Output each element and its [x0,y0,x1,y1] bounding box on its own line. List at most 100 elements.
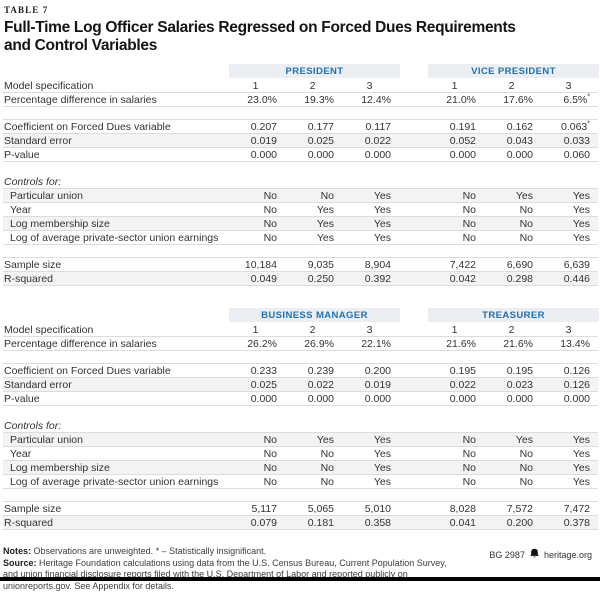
row-spacer [3,107,598,119]
row-spacer [3,351,598,363]
table-cell: No [462,217,476,230]
group-header-left: PRESIDENT [229,64,400,78]
table-row: Percentage difference in salaries 23.0% 19… [3,92,598,107]
table-cell: 0.052 [449,134,476,147]
table-cell: Yes [572,475,590,488]
table-cell: 17.6% [503,93,533,106]
row-label: Log of average private-sector union earn… [10,475,219,488]
significance-asterisk: * [587,93,590,100]
table-cell: 0.060 [563,148,590,161]
row-label: Coefficient on Forced Dues variable [4,120,171,133]
table-cell: 1 [252,323,259,336]
table-cell: Yes [373,231,391,244]
table-row: Year No No Yes No No Yes [3,446,598,460]
table-cell: No [462,475,476,488]
table-cell: Yes [515,189,533,202]
table-cell: 6.5%* [563,93,590,106]
table-cell: No [519,447,533,460]
row-label: Particular union [10,189,83,202]
table-cell: Yes [373,475,391,488]
table-cell: 3 [366,79,373,92]
table-row: P-value 0.000 0.000 0.000 0.000 0.000 0.060 [3,147,598,162]
notes-text: Observations are unweighted. * – Statist… [33,546,267,556]
table-cell: 0.162 [506,120,533,133]
group-header-left: BUSINESS MANAGER [229,308,400,322]
table-row: Model specification 1 2 3 1 2 3 [3,79,598,92]
table-cell: 0.195 [506,364,533,377]
table-cell: Yes [373,189,391,202]
title-line-1: Full-Time Log Officer Salaries Regressed… [4,19,516,36]
regression-table-block-manager-treasurer: BUSINESS MANAGER TREASURER Model specifica… [3,308,599,530]
table-cell: 0.200 [506,516,533,529]
table-cell: No [519,475,533,488]
table-cell: 0.200 [364,364,391,377]
table-cell: 5,065 [307,502,334,515]
table-cell: 2 [309,79,316,92]
row-label: Sample size [4,258,62,271]
table-cell: Yes [572,433,590,446]
row-label: Percentage difference in salaries [4,93,157,106]
table-cell: 8,028 [449,502,476,515]
table-cell: 0.233 [250,364,277,377]
table-row: Log of average private-sector union earn… [3,474,598,489]
table-cell: 0.117 [365,120,392,133]
group-header-right: VICE PRESIDENT [428,64,599,78]
row-label: R-squared [4,272,54,285]
table-cell: 0.000 [307,392,334,405]
table-cell: 0.000 [364,392,391,405]
table-cell: 0.250 [307,272,334,285]
table-cell: No [462,203,476,216]
table-cell: No [519,461,533,474]
table-cell: No [263,447,277,460]
table-row: Percentage difference in salaries 26.2% 26… [3,336,598,351]
significance-asterisk: * [587,120,590,127]
table-cell: Yes [373,447,391,460]
row-spacer [3,162,598,174]
table-cell: No [263,475,277,488]
table-cell: 0.000 [307,148,334,161]
page-title: Full-Time Log Officer Salaries Regressed… [4,19,564,54]
table-cell: 0.019 [250,134,277,147]
bottom-rule-bar [0,577,600,581]
table-cell: No [263,433,277,446]
table-cell: 7,422 [449,258,476,271]
table-cell: 26.9% [304,337,334,350]
table-cell: 0.000 [449,148,476,161]
row-label: Coefficient on Forced Dues variable [4,364,171,377]
table-cell: Yes [373,433,391,446]
table-cell: Yes [515,433,533,446]
table-row: Log membership size No No Yes No No Yes [3,460,598,474]
table-cell: 0.025 [307,134,334,147]
row-label: Controls for: [4,175,62,188]
row-spacer [3,406,598,418]
group-header-row: BUSINESS MANAGER TREASURER [3,308,599,322]
table-cell: 7,472 [563,502,590,515]
table-row: P-value 0.000 0.000 0.000 0.000 0.000 0.000 [3,391,598,406]
row-label: Percentage difference in salaries [4,337,157,350]
row-label: P-value [4,392,40,405]
group-header-row: PRESIDENT VICE PRESIDENT [3,64,599,78]
table-cell: Yes [572,231,590,244]
table-cell: Yes [316,231,334,244]
table-cell: No [462,447,476,460]
row-label: Standard error [4,378,72,391]
source-label: Source: [3,557,37,568]
table-cell: 12.4% [361,93,391,106]
table-cell: 5,010 [364,502,391,515]
table-row: Coefficient on Forced Dues variable 0.207… [3,119,598,133]
source-line: Source: Heritage Foundation calculations… [3,558,455,593]
table-cell: No [263,189,277,202]
table-cell: 21.6% [503,337,533,350]
table-cell: 0.023 [506,378,533,391]
table-cell: 8,904 [364,258,391,271]
group-header-right: TREASURER [428,308,599,322]
table-cell: 0.033 [563,134,590,147]
row-label: Particular union [10,433,83,446]
row-label: Log membership size [10,461,110,474]
table-cell: 22.1% [361,337,391,350]
table-cell: 23.0% [247,93,277,106]
table-cell: No [320,189,334,202]
table-cell: No [462,231,476,244]
row-label: Year [10,447,32,460]
